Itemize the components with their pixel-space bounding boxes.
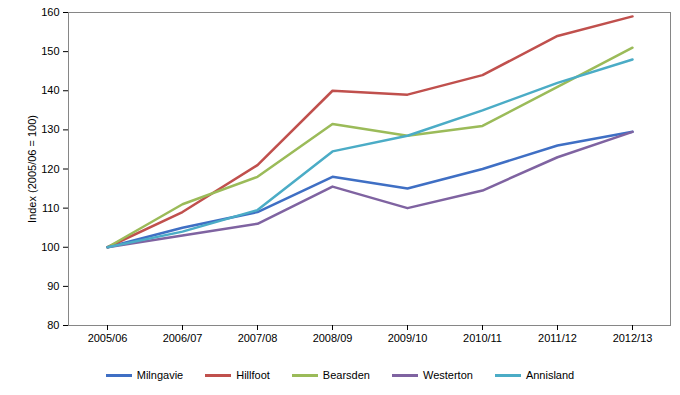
svg-text:110: 110	[42, 202, 60, 214]
svg-text:120: 120	[41, 163, 59, 175]
svg-text:150: 150	[41, 45, 59, 57]
svg-text:130: 130	[41, 123, 59, 135]
html-text:Hillfoot: Hillfoot	[236, 369, 270, 381]
svg-text:2009/10: 2009/10	[388, 332, 428, 344]
svg-text:2012/13: 2012/13	[613, 332, 653, 344]
svg-text:140: 140	[41, 84, 59, 96]
svg-text:2011/12: 2011/12	[538, 332, 577, 344]
svg-text:2006/07: 2006/07	[163, 332, 203, 344]
html-text:Bearsden: Bearsden	[322, 369, 370, 381]
svg-text:2008/09: 2008/09	[313, 332, 353, 344]
svg-text:2007/08: 2007/08	[238, 332, 278, 344]
svg-text:90: 90	[47, 280, 59, 292]
svg-text:2005/06: 2005/06	[88, 332, 128, 344]
svg-text:2010/11: 2010/11	[463, 332, 502, 344]
html-text:Milngavie: Milngavie	[136, 369, 184, 381]
html-text:Westerton: Westerton	[423, 369, 473, 381]
svg-text:160: 160	[41, 6, 59, 18]
svg-text:80: 80	[47, 319, 59, 331]
html-text:Annisland: Annisland	[525, 369, 575, 381]
svg-text:100: 100	[41, 241, 59, 253]
svg-text:Index (2005/06 = 100): Index (2005/06 = 100)	[26, 115, 38, 223]
